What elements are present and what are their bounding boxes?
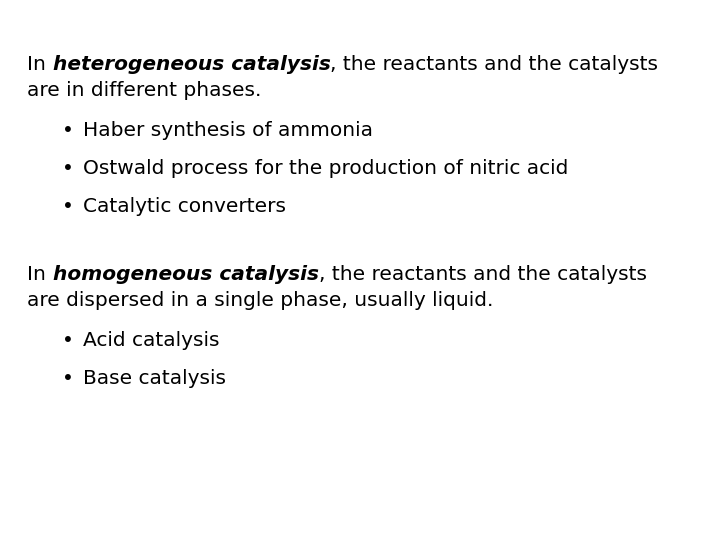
Text: Base catalysis: Base catalysis bbox=[83, 369, 226, 388]
Text: •: • bbox=[63, 197, 74, 216]
Text: are dispersed in a single phase, usually liquid.: are dispersed in a single phase, usually… bbox=[27, 291, 494, 310]
Text: In: In bbox=[27, 55, 53, 74]
Text: •: • bbox=[63, 331, 74, 350]
Text: Ostwald process for the production of nitric acid: Ostwald process for the production of ni… bbox=[83, 159, 568, 178]
Text: , the reactants and the catalysts: , the reactants and the catalysts bbox=[319, 265, 647, 284]
Text: •: • bbox=[63, 121, 74, 140]
Text: Catalytic converters: Catalytic converters bbox=[83, 197, 286, 216]
Text: , the reactants and the catalysts: , the reactants and the catalysts bbox=[330, 55, 659, 74]
Text: •: • bbox=[63, 159, 74, 178]
Text: Haber synthesis of ammonia: Haber synthesis of ammonia bbox=[83, 121, 373, 140]
Text: •: • bbox=[63, 369, 74, 388]
Text: Acid catalysis: Acid catalysis bbox=[83, 331, 220, 350]
Text: are in different phases.: are in different phases. bbox=[27, 81, 262, 100]
Text: heterogeneous catalysis: heterogeneous catalysis bbox=[53, 55, 330, 74]
Text: homogeneous catalysis: homogeneous catalysis bbox=[53, 265, 319, 284]
Text: In: In bbox=[27, 265, 53, 284]
